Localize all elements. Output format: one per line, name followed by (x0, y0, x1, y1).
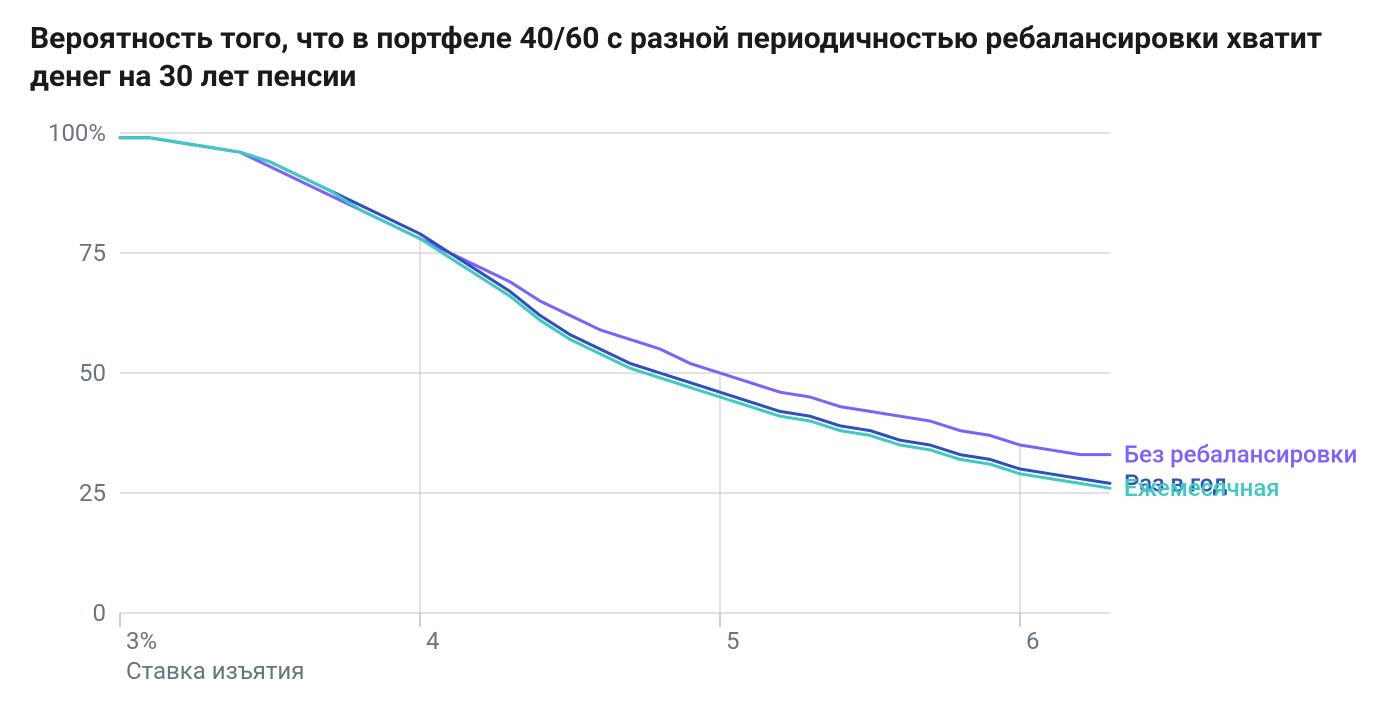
y-tick-label: 0 (93, 599, 107, 627)
series-line-monthly (120, 138, 1110, 488)
legend-label-no_rebal: Без ребалансировки (1124, 441, 1357, 469)
y-tick-label: 50 (79, 359, 106, 387)
x-tick-label: 5 (726, 627, 740, 655)
y-tick-label: 75 (79, 239, 106, 267)
chart-title: Вероятность того, что в портфеле 40/60 с… (30, 20, 1370, 95)
x-tick-label: 6 (1026, 627, 1040, 655)
y-tick-label: 100% (48, 123, 106, 147)
x-tick-label: 4 (426, 627, 440, 655)
y-tick-label: 25 (79, 479, 106, 507)
legend-label-monthly: Ежемесячная (1124, 474, 1280, 502)
x-tick-label: 3% (126, 627, 157, 655)
x-axis-label: Ставка изъятия (126, 657, 304, 683)
chart-container: Вероятность того, что в портфеле 40/60 с… (0, 0, 1400, 720)
series-line-no_rebal (120, 138, 1110, 455)
line-chart-svg: 0 25 50 75 100% 3% 4 5 6 Ставка изъятия Без ребала… (30, 123, 1370, 683)
chart-area: 0 25 50 75 100% 3% 4 5 6 Ставка изъятия Без ребала… (30, 123, 1370, 683)
